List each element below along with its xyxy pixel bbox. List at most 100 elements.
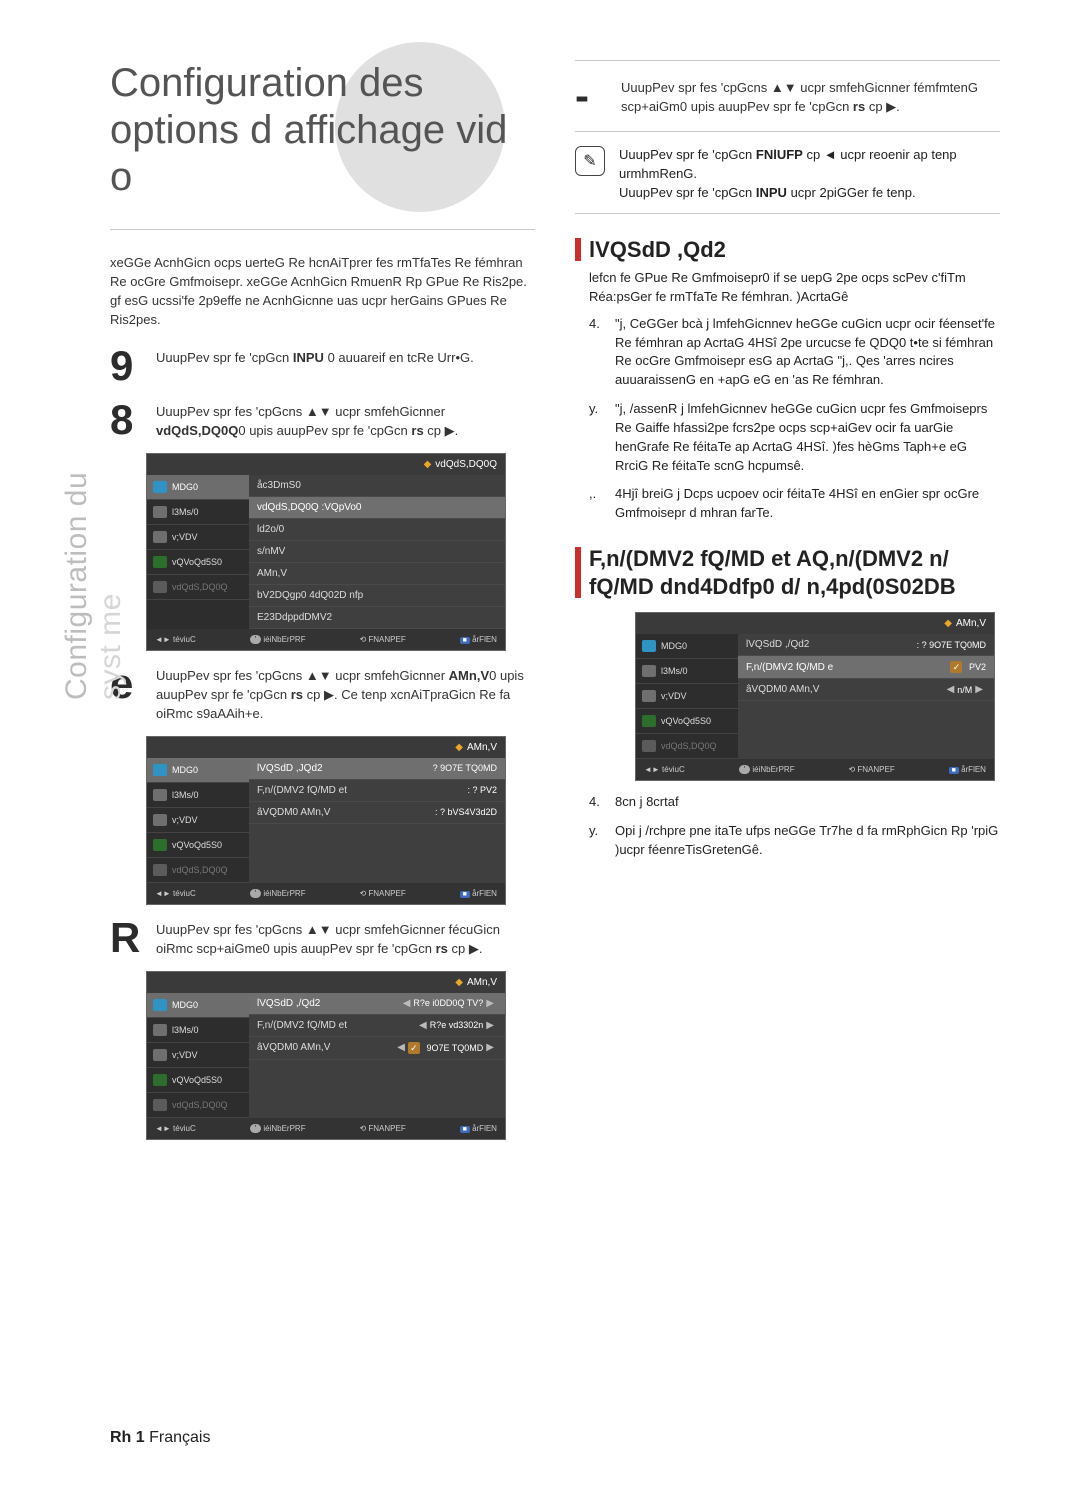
hero-divider (110, 229, 535, 230)
arrow-right-icon: ▶ (972, 684, 986, 695)
photo-icon (153, 1049, 167, 1061)
menu-row: s/nMV (249, 541, 505, 563)
menu-title: AMn,V (467, 742, 497, 753)
menu-row: lVQSdD ,JQd2? 9O7E TQ0MD (249, 758, 505, 780)
menu-row-key: F,n/(DMV2 fQ/MD et (257, 785, 467, 796)
arrow-right-icon: ▶ (483, 1020, 497, 1031)
list-item-text: 4Hjî breiG j Dcps ucpoev ocir féitaTe 4H… (615, 485, 1000, 523)
menu-side-tab-label: MDG0 (172, 765, 198, 775)
menu-side-tab: v;VDV (147, 525, 249, 550)
menu-row-key: ld2o/0 (257, 524, 497, 535)
diamond-icon: ◆ (424, 459, 432, 470)
arrow-left-icon: ◀ (944, 684, 958, 695)
step-number: - (575, 75, 607, 117)
section-heading: F,n/(DMV2 fQ/MD et AQ,n/(DMV2 n/ fQ/MD d… (575, 545, 1000, 600)
menu-side-tab-label: vdQdS,DQ0Q (172, 582, 228, 592)
menu-row: âVQDM0 AMn,V: ? bVS4V3d2D (249, 802, 505, 824)
menu-side-tab-label: l3Ms/0 (661, 666, 688, 676)
stop-icon: ■ (460, 891, 470, 898)
menu-footer-item: ⟲ FNANPEF (848, 765, 894, 774)
menu-side-tabs: MDG0l3Ms/0v;VDVvQVoQd5S0vdQdS,DQ0Q (636, 634, 738, 759)
menu-main-rows: lVQSdD ,JQd2? 9O7E TQ0MD F,n/(DMV2 fQ/MD … (249, 758, 505, 883)
menu-row: âVQDM0 AMn,V◀n/M▶ (738, 679, 994, 701)
arrow-left-icon: ◀ (394, 1042, 408, 1053)
menu-footer-item: ◄► téviuC (155, 1124, 196, 1133)
columns: Configuration des options d affichage vi… (110, 60, 1000, 1152)
menu-row-key: s/nMV (257, 546, 497, 557)
menu-side-tab: l3Ms/0 (147, 783, 249, 808)
photo-icon (642, 690, 656, 702)
menu-main-rows: åc3DmS0vdQdS,DQ0Q :VQpVo0ld2o/0s/nMVAMn,… (249, 475, 505, 629)
menu-screenshot-2: ◆AMn,V MDG0l3Ms/0v;VDVvQVoQd5S0vdQdS,DQ0… (146, 736, 506, 905)
menu-footer-item: ■ årFlEN (460, 889, 497, 898)
menu-row-key: lVQSdD ,/Qd2 (746, 639, 917, 650)
menu-side-tabs: MDG0 l3Ms/0 v;VDV vQVoQd5S0 vdQdS,DQ0Q (147, 993, 249, 1118)
menu-footer-item: ⟲ FNANPEF (359, 1124, 405, 1133)
menu-row-value: ? 9O7E TQ0MD (433, 763, 497, 773)
menu-footer-item: ' iéiNbErPRF (739, 765, 795, 774)
page-number: Rh 1 (110, 1429, 145, 1446)
menu-side-tab: MDG0 (147, 475, 249, 500)
menu-side-tab-label: l3Ms/0 (172, 507, 199, 517)
menu-row-value: : ? 9O7E TQ0MD (917, 640, 986, 650)
step-text: UuupPev spr fes 'cpGcns ▲▼ ucpr smfehGic… (621, 75, 1000, 117)
menu-side-tabs: MDG0l3Ms/0v;VDVvQVoQd5S0vdQdS,DQ0Q (147, 475, 249, 629)
section-lead: lefcn fe GPue Re Gmfmoisepr0 if se uepG … (575, 269, 1000, 307)
menu-side-tab-label: v;VDV (172, 532, 198, 542)
hero-header: Configuration des options d affichage vi… (110, 60, 535, 230)
list-item: ,.4Hjî breiG j Dcps ucpoev ocir féitaTe … (589, 485, 1000, 523)
menu-row-key: lVQSdD ,/Qd2 (257, 998, 400, 1009)
page-language: Français (149, 1429, 210, 1446)
menu-footer-item: ■ årFlEN (949, 765, 986, 774)
note-hand-icon: ✎ (575, 146, 605, 176)
section-format-ecran: lVQSdD ,Qd2 lefcn fe GPue Re Gmfmoisepr0… (575, 236, 1000, 524)
system-icon (642, 715, 656, 727)
menu-side-tab-label: MDG0 (661, 641, 687, 651)
menu-row-value: R?e i0DD0Q TV? (413, 998, 483, 1008)
menu-row: ld2o/0 (249, 519, 505, 541)
menu-side-tab-label: MDG0 (172, 482, 198, 492)
menu-footer-item: ◄► téviuC (155, 635, 196, 644)
menu-row-key: bV2DQgp0 4dQ02D nfp (257, 590, 497, 601)
menu-footer-item: ⟲ FNANPEF (359, 635, 405, 644)
menu-side-tab: l3Ms/0 (147, 500, 249, 525)
side-label-line1: Configuration du (60, 472, 93, 700)
step-text: UuupPev spr fes 'cpGcns ▲▼ ucpr smfehGic… (156, 663, 535, 724)
diamond-icon: ◆ (944, 618, 952, 629)
menu-side-tab-label: vQVoQd5S0 (172, 1075, 222, 1085)
system-icon (153, 839, 167, 851)
menu-side-tab: l3Ms/0 (147, 1018, 249, 1043)
menu-row-key: âVQDM0 AMn,V (257, 1042, 394, 1053)
menu-row-key: lVQSdD ,JQd2 (257, 763, 433, 774)
menu-footer: ◄► téviuC' iéiNbErPRF⟲ FNANPEF■ årFlEN (147, 883, 505, 904)
menu-row-key: F,n/(DMV2 fQ/MD e (746, 662, 950, 673)
menu-side-tab-label: MDG0 (172, 1000, 198, 1010)
menu-row-key: AMn,V (257, 568, 497, 579)
step-8: 8 UuupPev spr fes 'cpGcns ▲▼ ucpr smfehG… (110, 399, 535, 441)
diamond-icon: ◆ (455, 742, 463, 753)
menu-side-tab: l3Ms/0 (636, 659, 738, 684)
stop-icon: ■ (949, 767, 959, 774)
menu-side-tab: v;VDV (636, 684, 738, 709)
step-e: e UuupPev spr fes 'cpGcns ▲▼ ucpr smfehG… (110, 663, 535, 724)
note-block: ✎ UuupPev spr fe 'cpGcn FNlUFP cp ◄ ucpr… (575, 146, 1000, 203)
menu-side-tab: vQVoQd5S0 (147, 833, 249, 858)
menu-row-value: : ? bVS4V3d2D (435, 807, 497, 817)
step-text: UuupPev spr fe 'cpGcn INPU 0 auuareif en… (156, 345, 474, 387)
note-text: UuupPev spr fe 'cpGcn FNlUFP cp ◄ ucpr r… (619, 146, 1000, 203)
menu-screenshot-1: ◆vdQdS,DQ0Q MDG0l3Ms/0v;VDVvQVoQd5S0vdQd… (146, 453, 506, 651)
menu-title: vdQdS,DQ0Q (435, 459, 497, 470)
menu-row-key: âVQDM0 AMn,V (746, 684, 944, 695)
menu-footer: ◄► téviuC' iéiNbErPRF⟲ FNANPEF■ årFlEN (147, 629, 505, 650)
section-compression: F,n/(DMV2 fQ/MD et AQ,n/(DMV2 n/ fQ/MD d… (575, 545, 1000, 600)
menu-title-bar: ◆AMn,V (636, 613, 994, 634)
hero-title-line2: options d affichage vid o (110, 108, 507, 199)
system-icon (153, 556, 167, 568)
menu-side-tab: vdQdS,DQ0Q (147, 1093, 249, 1118)
section-heading: lVQSdD ,Qd2 (575, 236, 1000, 264)
menu-side-tab-label: v;VDV (172, 1050, 198, 1060)
side-label-line2: syst me (94, 593, 127, 700)
hero-title: Configuration des options d affichage vi… (110, 60, 535, 202)
section-list-2: 4.8cn j 8crtafy.Opi j /rchpre pne itaTe … (575, 793, 1000, 860)
menu-side-tab-label: l3Ms/0 (172, 790, 199, 800)
